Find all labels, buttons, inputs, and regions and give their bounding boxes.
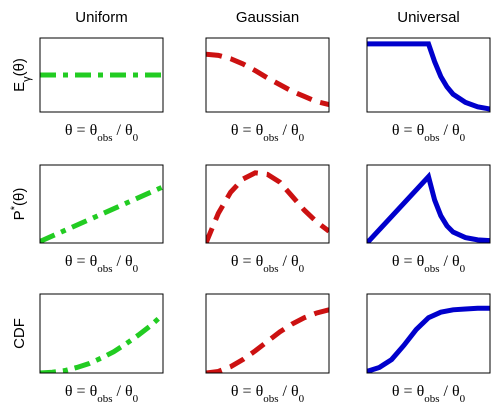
label-part: 0 [460,132,466,144]
label-part: CDF [11,318,28,349]
label-part: / θ [440,383,460,400]
column-title: Gaussian [236,9,299,26]
label-part: γ [21,76,33,82]
row-label: P*(θ) [9,188,28,221]
label-part: obs [263,263,278,275]
label-part: obs [97,263,112,275]
label-part: / θ [279,122,299,139]
plot-frame [205,293,330,374]
curve [40,312,163,373]
label-part: θ = θ [392,253,424,270]
label-part: obs [97,132,112,144]
label-part: θ = θ [231,383,263,400]
label-part: θ = θ [65,122,97,139]
label-part: / θ [279,383,299,400]
label-part: obs [424,263,439,275]
column-title: Universal [397,9,460,26]
curve [206,170,329,243]
label-part: 0 [299,393,305,405]
x-axis-label: θ = θobs / θ0 [231,383,305,405]
label-part: 0 [299,132,305,144]
label-part: / θ [279,253,299,270]
curve [206,307,329,373]
plot-frame [366,164,491,244]
label-part: 0 [460,263,466,275]
label-part: obs [263,132,278,144]
label-part: 0 [460,393,466,405]
x-axis-label: θ = θobs / θ0 [392,122,466,144]
label-part: θ = θ [392,122,424,139]
x-axis-label: θ = θobs / θ0 [65,122,139,144]
label-part: θ = θ [231,253,263,270]
curve [40,184,163,243]
label-part: θ = θ [392,383,424,400]
label-part: / θ [113,122,133,139]
x-axis-label: θ = θobs / θ0 [65,383,139,405]
label-part: obs [97,393,112,405]
row-label: Eγ(θ) [11,58,33,92]
label-part: P [11,210,28,220]
label-part: (θ) [11,58,28,76]
plot-frame [39,37,164,113]
label-part: E [11,82,28,92]
label-part: / θ [440,122,460,139]
label-part: 0 [133,132,139,144]
plot-frame [205,164,330,244]
label-part: 0 [133,263,139,275]
label-part: / θ [113,253,133,270]
x-axis-label: θ = θobs / θ0 [231,253,305,275]
label-part: / θ [440,253,460,270]
label-part: / θ [113,383,133,400]
label-part: obs [424,393,439,405]
label-part: 0 [133,393,139,405]
curve [367,171,490,243]
label-part: θ = θ [65,383,97,400]
curve [206,51,329,108]
plot-frame [366,37,491,113]
x-axis-label: θ = θobs / θ0 [231,122,305,144]
plot-frame [39,164,164,244]
label-part: obs [263,393,278,405]
label-part: (θ) [11,188,28,206]
label-part: θ = θ [231,122,263,139]
x-axis-label: θ = θobs / θ0 [392,383,466,405]
curve [367,305,490,373]
x-axis-label: θ = θobs / θ0 [392,253,466,275]
label-part: 0 [299,263,305,275]
label-part: obs [424,132,439,144]
label-part: * [9,205,21,210]
plot-frame [39,293,164,374]
plot-frame [205,37,330,113]
plot-frame [366,293,491,374]
label-part: θ = θ [65,253,97,270]
row-label: CDF [11,318,28,349]
x-axis-label: θ = θobs / θ0 [65,253,139,275]
curve [367,41,490,112]
column-title: Uniform [75,9,128,26]
